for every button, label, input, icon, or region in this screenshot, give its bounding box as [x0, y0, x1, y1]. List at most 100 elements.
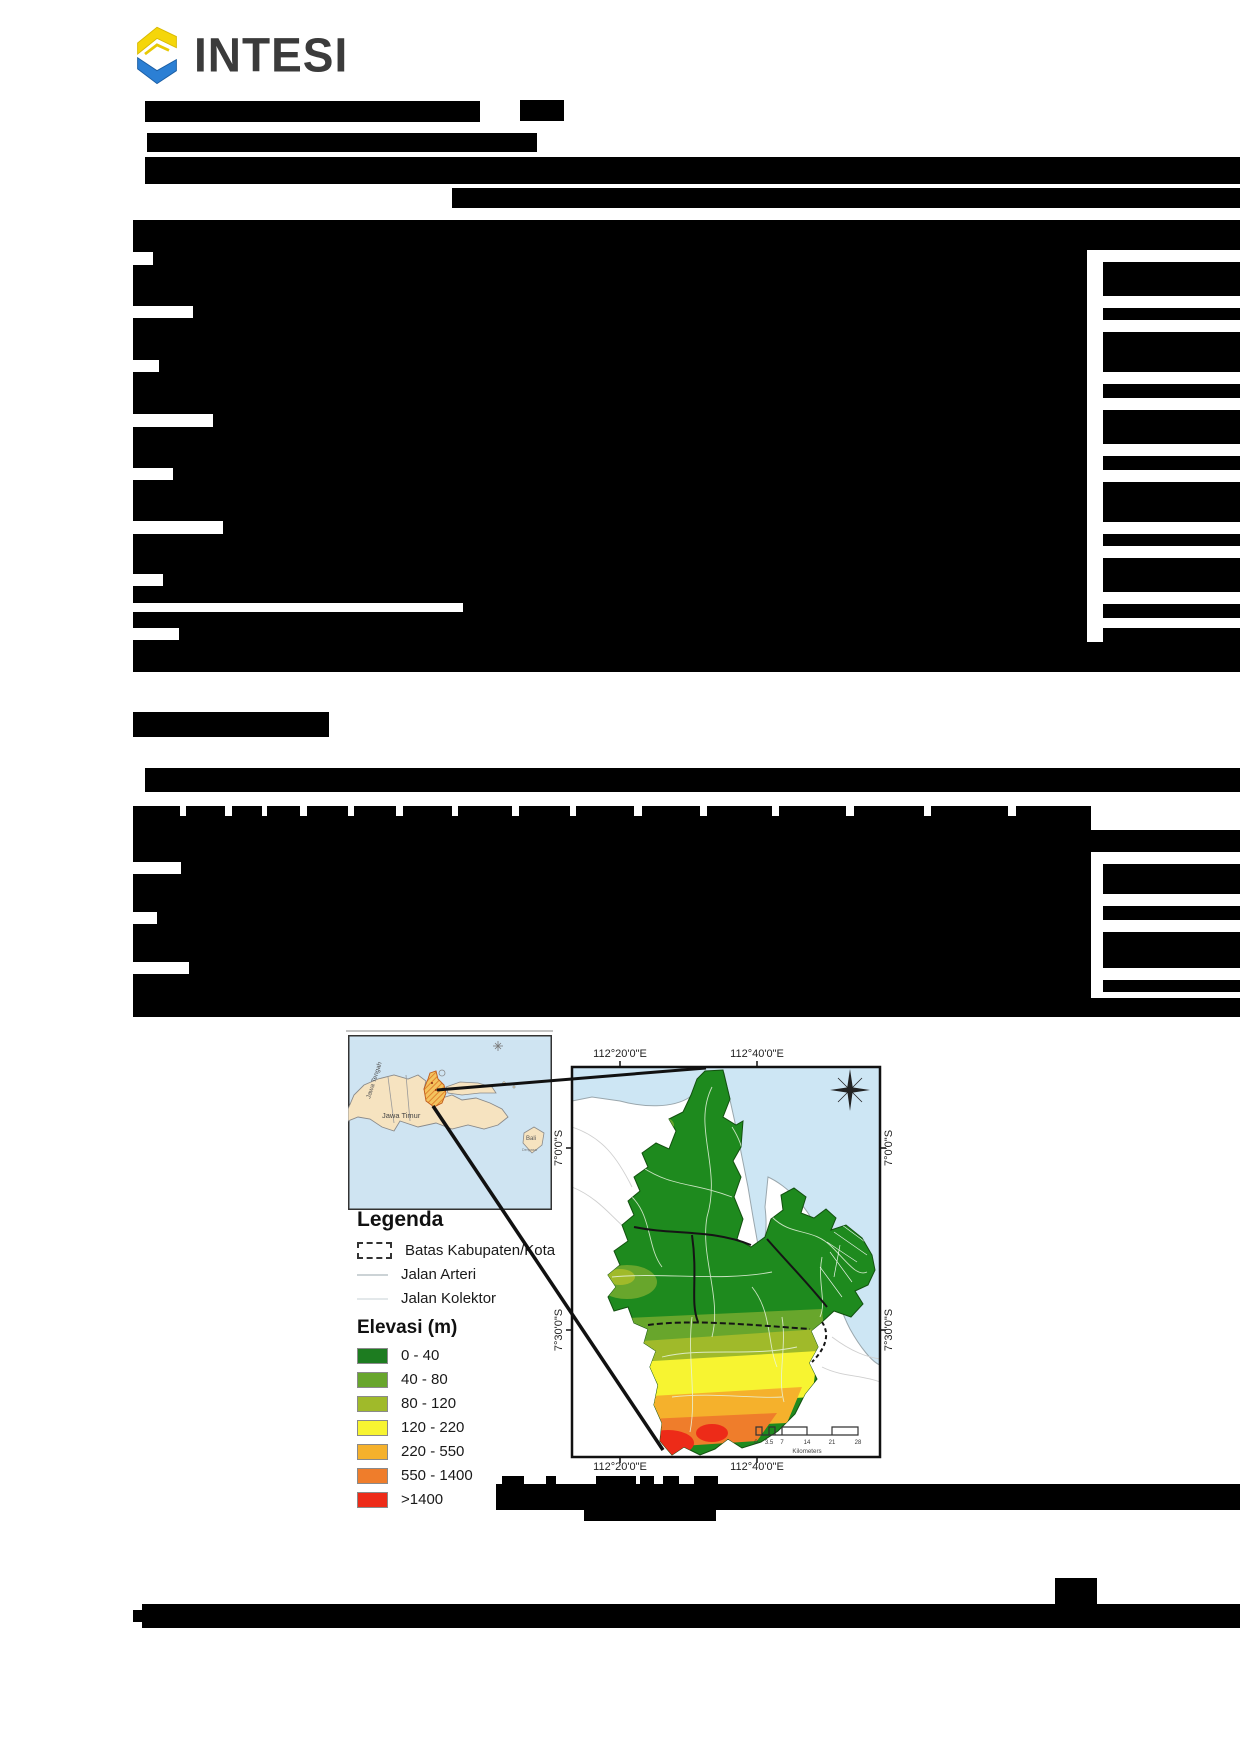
redacted-text-bar — [596, 1476, 636, 1485]
redacted-text-bar — [142, 1604, 1240, 1628]
lat-label-left-top: 7°0'0"S — [553, 1129, 565, 1167]
elevation-color-swatch — [357, 1491, 388, 1508]
elevation-color-swatch — [357, 1347, 388, 1364]
redacted-text-bar — [1103, 262, 1240, 296]
redaction-gap — [262, 806, 267, 816]
arterial-road-symbol — [357, 1273, 388, 1276]
inset-label-jawa-timur: Jawa Timur — [382, 1111, 421, 1120]
redaction-gap — [570, 806, 576, 816]
redaction-gap — [133, 521, 223, 534]
redacted-text-bar — [1103, 558, 1240, 592]
elevation-range-label: 0 - 40 — [401, 1347, 440, 1364]
inset-overview-map: Jawa Tengah Jawa Timur Bali Denpasar — [348, 1035, 552, 1210]
legend-title: Legenda — [357, 1208, 444, 1231]
redaction-gap — [133, 574, 163, 586]
redacted-text-bar — [1103, 534, 1240, 546]
legend-elevation-list: 0 - 40 40 - 80 80 - 120 120 - 220 220 - 550 5… — [348, 1347, 578, 1508]
scale-tick-label: 14 — [804, 1440, 811, 1446]
redacted-text-bar — [145, 157, 1240, 184]
lon-label-top-left: 112°20'0"E — [593, 1048, 647, 1060]
redaction-gap — [512, 806, 519, 816]
redaction-gap — [180, 806, 186, 816]
redacted-text-bar — [1103, 384, 1240, 398]
redaction-gap — [133, 603, 463, 612]
elevation-color-swatch — [357, 1395, 388, 1412]
redacted-text-bar — [584, 1510, 716, 1521]
small-island — [512, 1085, 516, 1089]
redacted-text-bar — [1103, 308, 1240, 320]
redacted-text-bar — [1103, 604, 1240, 618]
redacted-text-bar — [1087, 220, 1240, 250]
redacted-text-bar — [1103, 980, 1240, 992]
redaction-gap — [452, 806, 458, 816]
legend-elevation-item: 80 - 120 — [357, 1395, 578, 1412]
legend-elevation-item: 120 - 220 — [357, 1419, 578, 1436]
redaction-gap — [348, 806, 354, 816]
north-arrow — [830, 1069, 870, 1111]
redaction-gap — [133, 912, 157, 924]
scale-tick-label: 21 — [829, 1440, 836, 1446]
elevation-range-label: 550 - 1400 — [401, 1467, 473, 1484]
redacted-text-bar — [133, 830, 1091, 1017]
redaction-gap — [1008, 806, 1016, 816]
elevation-color-swatch — [357, 1443, 388, 1460]
province-border — [405, 1074, 411, 1122]
redaction-gap — [396, 806, 403, 816]
redaction-gap — [133, 252, 153, 265]
redaction-gap — [300, 806, 307, 816]
scale-unit-label: Kilometers — [792, 1448, 821, 1455]
lon-label-bottom-right: 112°40'0"E — [730, 1461, 784, 1473]
scale-tick-label: 7 — [780, 1440, 784, 1446]
redaction-gap — [772, 806, 779, 816]
scale-tick-label: 28 — [855, 1440, 862, 1446]
redacted-text-bar — [1103, 864, 1240, 894]
redacted-text-bar — [694, 1476, 718, 1485]
logo-wordmark: INTESI — [194, 27, 349, 83]
legend-elevation-item: 0 - 40 — [357, 1347, 578, 1364]
elevation-range-label: 220 - 550 — [401, 1443, 465, 1460]
lat-label-right-bottom: 7°30'0"S — [883, 1308, 895, 1352]
redacted-text-bar — [133, 220, 1087, 672]
redacted-text-bar — [520, 100, 564, 121]
legend-elevation-title: Elevasi (m) — [357, 1317, 458, 1338]
redacted-text-bar — [145, 101, 480, 122]
redaction-gap — [634, 806, 642, 816]
lat-label-right-top: 7°0'0"S — [883, 1129, 895, 1167]
dashed-boundary-symbol — [357, 1242, 392, 1259]
redaction-gap — [133, 962, 189, 974]
city-road-mesh — [819, 1224, 873, 1298]
elevation-color-swatch — [357, 1467, 388, 1484]
elevation-range-label: 120 - 220 — [401, 1419, 465, 1436]
scale-tick-label: 3.5 — [765, 1440, 774, 1446]
legend-item-jalan-arteri: Jalan Arteri — [357, 1266, 578, 1283]
inset-map-top-shadow — [346, 1030, 553, 1032]
redacted-text-bar — [1103, 628, 1240, 642]
legend-elevation-item: >1400 — [357, 1491, 578, 1508]
legend-item-batas: Batas Kabupaten/Kota — [357, 1242, 578, 1259]
redacted-text-bar — [1087, 642, 1240, 672]
redacted-text-bar — [1103, 482, 1240, 522]
legend-item-jalan-kolektor: Jalan Kolektor — [357, 1290, 578, 1307]
map-legend: Legenda Batas Kabupaten/Kota Jalan Arter… — [348, 1208, 578, 1515]
redaction-gap — [133, 306, 193, 318]
redaction-gap — [225, 806, 232, 816]
journal-logo: INTESI — [128, 20, 388, 90]
elevation-color-swatch — [357, 1419, 388, 1436]
main-elevation-map: 0 3.5 7 14 21 28 Kilometers — [566, 1061, 886, 1463]
redacted-text-bar — [133, 1610, 142, 1622]
redacted-text-bar — [502, 1476, 524, 1485]
redacted-text-bar — [640, 1476, 654, 1485]
inset-north-mark — [493, 1041, 503, 1051]
redacted-text-bar — [1087, 830, 1240, 852]
redacted-text-bar — [1087, 998, 1240, 1017]
redaction-gap — [700, 806, 707, 816]
redacted-text-bar — [663, 1476, 679, 1485]
small-island — [502, 1081, 506, 1085]
scale-bar: 0 3.5 7 14 21 28 Kilometers — [754, 1426, 862, 1455]
elevation-range-label: 80 - 120 — [401, 1395, 457, 1412]
redaction-gap — [924, 806, 931, 816]
sea-area — [571, 1066, 881, 1366]
collector-road-symbol — [357, 1297, 388, 1300]
redaction-gap — [133, 628, 179, 640]
